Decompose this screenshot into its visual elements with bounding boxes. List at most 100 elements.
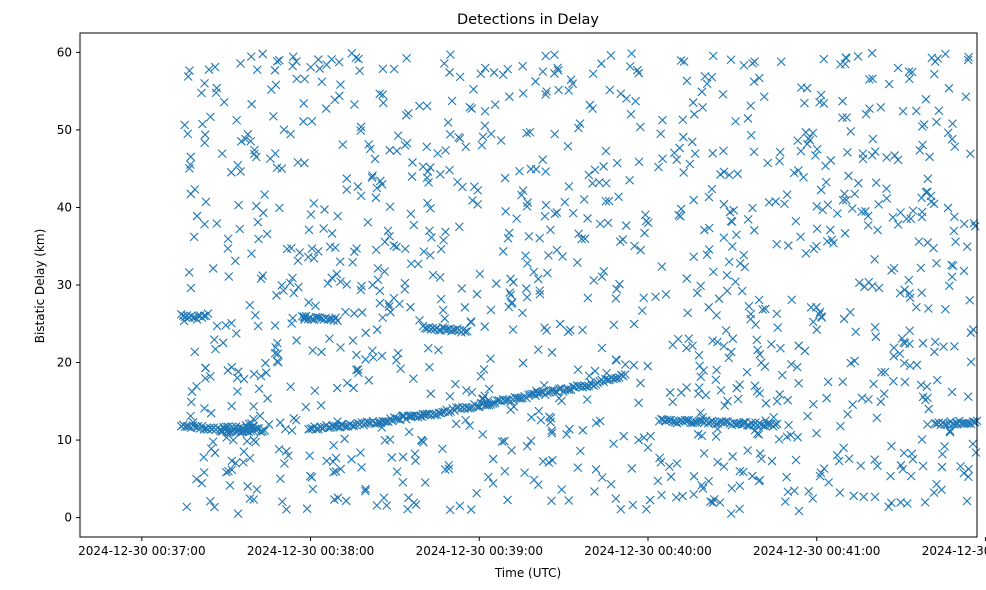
- scatter-point: [188, 418, 198, 427]
- scatter-point: [723, 396, 732, 406]
- scatter-point: [316, 422, 325, 432]
- scatter-point: [550, 50, 559, 60]
- scatter-point: [822, 236, 832, 246]
- scatter-point: [462, 386, 471, 395]
- scatter-point: [675, 143, 685, 153]
- scatter-point: [258, 426, 268, 436]
- scatter-point: [274, 444, 284, 454]
- scatter-point: [400, 140, 410, 150]
- scatter-point: [611, 294, 621, 303]
- scatter-point: [853, 178, 863, 188]
- scatter-point: [465, 421, 475, 430]
- scatter-point: [233, 367, 243, 377]
- scatter-point: [752, 386, 762, 396]
- scatter-point: [186, 283, 196, 293]
- scatter-point: [224, 466, 233, 476]
- scatter-point: [445, 130, 455, 139]
- scatter-point: [401, 110, 411, 120]
- scatter-point: [575, 446, 585, 456]
- scatter-point: [322, 456, 332, 466]
- scatter-point: [754, 73, 764, 83]
- scatter-point: [796, 83, 806, 92]
- scatter-point: [433, 148, 443, 158]
- scatter-point: [205, 423, 215, 433]
- scatter-point: [899, 448, 909, 458]
- scatter-point: [886, 498, 896, 508]
- scatter-point: [699, 225, 709, 235]
- scatter-point: [920, 497, 930, 507]
- scatter-point: [241, 134, 250, 144]
- scatter-point: [800, 98, 809, 108]
- scatter-point: [272, 57, 282, 66]
- scatter-point: [637, 306, 647, 316]
- scatter-point: [911, 106, 921, 116]
- scatter-point: [596, 59, 606, 69]
- scatter-point: [621, 221, 631, 230]
- scatter-point: [796, 232, 805, 242]
- scatter-point: [822, 393, 832, 403]
- scatter-point: [450, 379, 460, 389]
- scatter-point: [850, 356, 860, 366]
- scatter-point: [847, 204, 857, 213]
- scatter-point: [491, 279, 501, 288]
- scatter-point: [336, 343, 345, 352]
- scatter-point: [254, 234, 264, 244]
- scatter-point: [436, 244, 446, 254]
- scatter-point: [812, 325, 822, 335]
- scatter-point: [959, 468, 969, 478]
- scatter-point: [857, 207, 867, 217]
- scatter-point: [468, 195, 477, 205]
- scatter-point: [905, 74, 914, 84]
- scatter-point: [574, 229, 584, 239]
- scatter-point: [761, 398, 771, 408]
- scatter-point: [277, 164, 287, 173]
- scatter-point: [755, 449, 765, 458]
- scatter-point: [210, 448, 220, 458]
- scatter-point: [404, 493, 413, 503]
- scatter-point: [929, 488, 939, 497]
- scatter-point: [342, 280, 352, 289]
- scatter-point: [964, 52, 974, 62]
- scatter-point: [888, 376, 898, 386]
- scatter-point: [455, 72, 465, 82]
- scatter-point: [236, 167, 245, 176]
- scatter-point: [665, 462, 674, 471]
- scatter-point: [962, 242, 972, 252]
- scatter-point: [480, 322, 490, 331]
- scatter-point: [873, 461, 882, 471]
- scatter-point: [233, 509, 243, 518]
- scatter-point: [200, 403, 209, 413]
- scatter-point: [839, 314, 849, 324]
- scatter-point: [304, 225, 314, 235]
- x-tick-label: 2024-12-30 00:40:00: [584, 544, 711, 558]
- scatter-point: [654, 162, 663, 172]
- scatter-point: [186, 411, 195, 421]
- scatter-point: [503, 233, 513, 243]
- scatter-point: [179, 316, 189, 326]
- scatter-point: [420, 478, 430, 487]
- scatter-point: [483, 396, 493, 405]
- scatter-point: [434, 325, 444, 335]
- scatter-point: [461, 142, 471, 152]
- scatter-point: [599, 266, 609, 276]
- scatter-point: [698, 102, 708, 112]
- scatter-point: [899, 358, 909, 368]
- scatter-point: [250, 424, 260, 434]
- scatter-point: [672, 418, 682, 428]
- scatter-point: [389, 241, 399, 250]
- scatter-point: [413, 259, 423, 269]
- scatter-point: [811, 151, 820, 160]
- scatter-point: [843, 409, 853, 419]
- scatter-point: [874, 283, 884, 293]
- scatter-point: [959, 219, 969, 229]
- scatter-point: [682, 274, 692, 283]
- scatter-point: [307, 116, 317, 126]
- scatter-point: [320, 205, 329, 214]
- scatter-point: [682, 76, 692, 86]
- scatter-point: [506, 290, 516, 300]
- scatter-point: [361, 484, 370, 494]
- scatter-point: [430, 410, 440, 420]
- scatter-point: [689, 471, 699, 481]
- scatter-point: [599, 162, 608, 171]
- scatter-point: [507, 299, 516, 309]
